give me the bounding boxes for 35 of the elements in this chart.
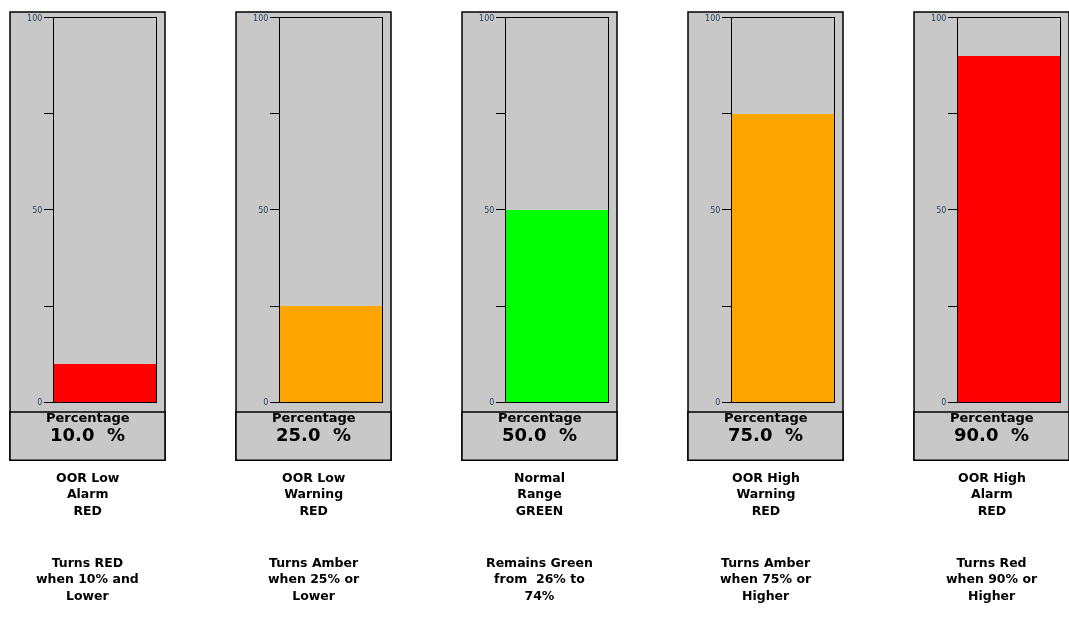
text: Turns Red when 90% or Higher xyxy=(946,555,1039,603)
text: OOR Low Warning RED xyxy=(282,470,346,518)
x-axis-title: Percentage xyxy=(498,410,582,425)
text: Turns Amber when 25% or Lower xyxy=(268,555,361,603)
y-tick-label: 50 xyxy=(32,205,43,215)
data-label: 75.0 % xyxy=(728,424,803,445)
y-tick-label: 50 xyxy=(258,205,269,215)
text: Turns Amber when 75% or Higher xyxy=(720,555,813,603)
text: OOR High Warning RED xyxy=(732,470,800,518)
y-tick-label: 0 xyxy=(489,397,495,407)
data-label: 90.0 % xyxy=(954,424,1029,445)
y-tick-label: 50 xyxy=(710,205,721,215)
y-tick-label: 100 xyxy=(931,13,947,23)
y-tick-label: 100 xyxy=(479,13,495,23)
data-label: 50.0 % xyxy=(502,424,577,445)
text: Remains Green from 26% to 74% xyxy=(486,555,593,603)
data-label: 25.0 % xyxy=(276,424,351,445)
y-tick-label: 100 xyxy=(705,13,721,23)
y-tick-label: 0 xyxy=(941,397,947,407)
text: Normal Range GREEN xyxy=(514,470,565,518)
text: OOR High Alarm RED xyxy=(958,470,1026,518)
y-tick-label: 50 xyxy=(936,205,947,215)
y-tick-label: 0 xyxy=(263,397,269,407)
x-axis-title: Percentage xyxy=(950,410,1034,425)
x-axis-title: Percentage xyxy=(46,410,130,425)
y-tick-label: 0 xyxy=(37,397,43,407)
y-tick-label: 0 xyxy=(715,397,721,407)
y-tick-label: 100 xyxy=(27,13,43,23)
data-label: 10.0 % xyxy=(50,424,125,445)
x-axis-title: Percentage xyxy=(272,410,356,425)
y-tick-label: 100 xyxy=(253,13,269,23)
y-tick-label: 50 xyxy=(484,205,495,215)
text: Turns RED when 10% and Lower xyxy=(36,555,139,603)
text: OOR Low Alarm RED xyxy=(56,470,120,518)
x-axis-title: Percentage xyxy=(724,410,808,425)
